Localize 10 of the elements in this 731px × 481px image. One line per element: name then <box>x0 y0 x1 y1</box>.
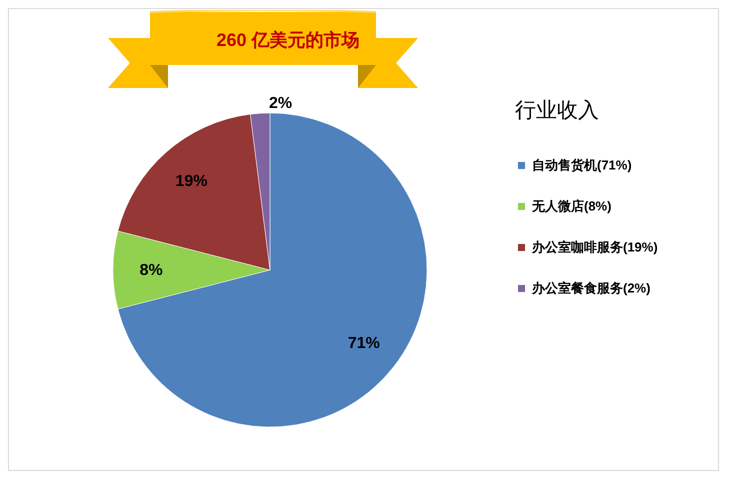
data-label: 8% <box>140 262 163 279</box>
legend-label: 办公室餐食服务(2%) <box>531 280 650 296</box>
legend-label: 无人微店(8%) <box>531 198 612 214</box>
data-label: 2% <box>268 94 292 112</box>
data-label: 71% <box>348 334 380 352</box>
chart-title: 260 亿美元的市场 <box>216 30 360 50</box>
legend-label: 办公室咖啡服务(19%) <box>531 240 658 254</box>
legend-title: 行业收入 <box>515 98 599 122</box>
data-label: 19% <box>175 172 208 190</box>
legend-label: 自动售货机(71%) <box>532 158 632 172</box>
